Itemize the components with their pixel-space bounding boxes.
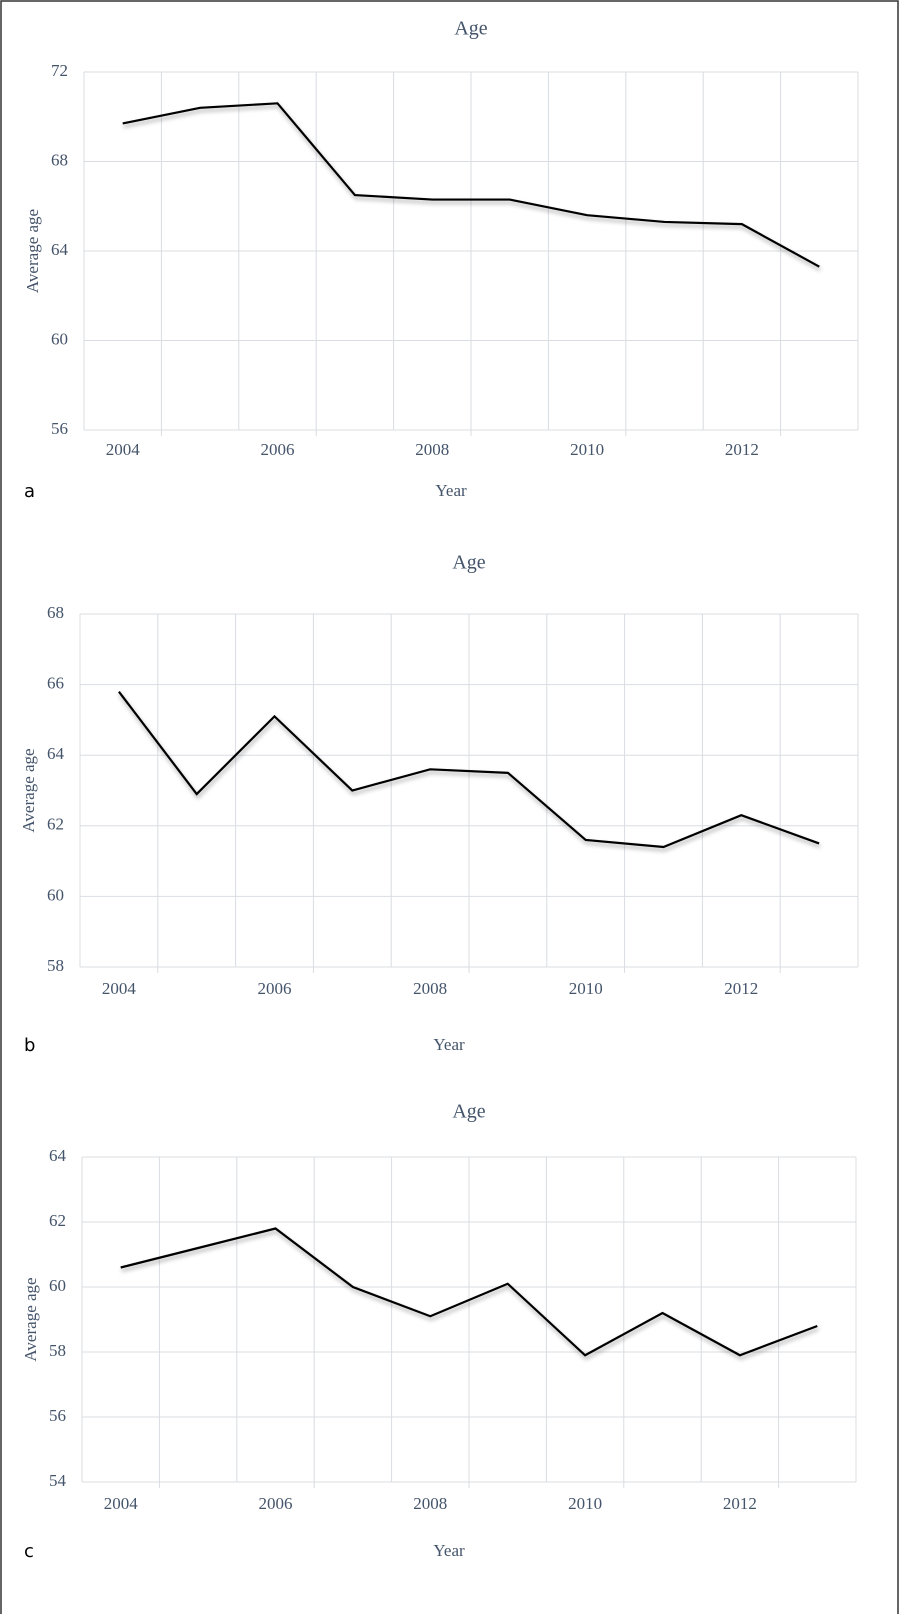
panel-label: a (24, 481, 35, 502)
y-tick-label: 66 (47, 674, 64, 693)
chart-title: Age (454, 18, 487, 40)
y-tick-label: 54 (49, 1471, 67, 1490)
data-line (120, 1227, 818, 1357)
y-tick-label: 64 (51, 240, 69, 259)
panel-label: b (24, 1035, 35, 1056)
panel-label: c (24, 1541, 34, 1562)
y-tick-label: 60 (51, 329, 68, 348)
y-tick-label: 68 (47, 603, 64, 622)
y-tick-label: 72 (51, 61, 68, 80)
y-tick-label: 64 (47, 744, 65, 763)
y-tick-label: 62 (49, 1211, 66, 1230)
x-tick-label: 2004 (102, 979, 137, 998)
y-tick-label: 56 (49, 1406, 66, 1425)
y-axis-label: Average age (23, 209, 42, 293)
y-tick-label: 68 (51, 150, 68, 169)
x-tick-label: 2012 (724, 979, 758, 998)
chart-title: Age (452, 552, 485, 574)
x-axis-label: Year (433, 1541, 465, 1560)
x-tick-label: 2006 (258, 979, 292, 998)
data-line (122, 102, 820, 268)
y-tick-label: 62 (47, 815, 64, 834)
x-tick-label: 2004 (106, 440, 141, 459)
y-tick-label: 60 (47, 885, 64, 904)
x-tick-label: 2006 (259, 1494, 293, 1513)
y-tick-label: 58 (49, 1341, 66, 1360)
x-tick-label: 2008 (413, 1494, 447, 1513)
x-tick-label: 2008 (413, 979, 447, 998)
x-tick-label: 2008 (415, 440, 449, 459)
y-axis-label: Average age (21, 1277, 40, 1361)
y-tick-label: 56 (51, 419, 68, 438)
y-tick-label: 60 (49, 1276, 66, 1295)
y-axis-label: Average age (19, 748, 38, 832)
x-axis-label: Year (435, 481, 467, 500)
x-axis-label: Year (433, 1035, 465, 1054)
x-tick-label: 2006 (261, 440, 295, 459)
x-tick-label: 2012 (723, 1494, 757, 1513)
x-tick-label: 2004 (104, 1494, 139, 1513)
x-tick-label: 2010 (569, 979, 603, 998)
y-tick-label: 64 (49, 1146, 67, 1165)
x-tick-label: 2012 (725, 440, 759, 459)
x-tick-label: 2010 (568, 1494, 602, 1513)
x-tick-label: 2010 (570, 440, 604, 459)
data-line (118, 690, 820, 849)
chart-title: Age (452, 1101, 485, 1123)
y-tick-label: 58 (47, 956, 64, 975)
